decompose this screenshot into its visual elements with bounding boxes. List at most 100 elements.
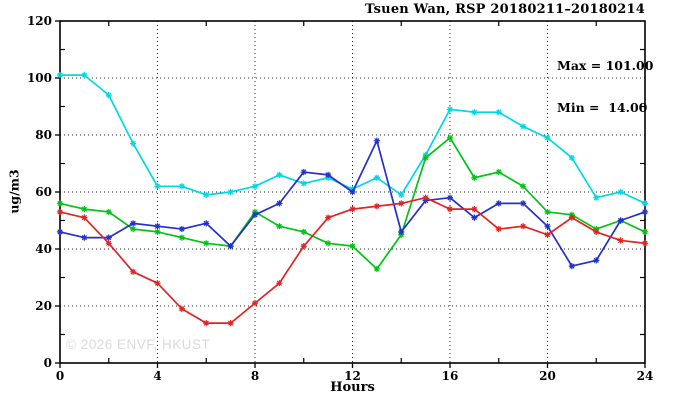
series-cyan-marker <box>276 171 283 178</box>
watermark: © 2026 ENVF, HKUST <box>66 337 211 352</box>
series-red-marker <box>130 268 137 275</box>
series-red-marker <box>154 280 161 287</box>
series-blue-marker <box>325 171 332 178</box>
series-cyan-marker <box>617 188 624 196</box>
series-green-marker <box>154 228 161 235</box>
series-blue-marker <box>154 223 161 230</box>
series-cyan-marker <box>154 183 161 190</box>
series-red-marker <box>178 305 185 312</box>
series-blue-marker <box>251 211 259 218</box>
series-blue-marker <box>568 263 575 270</box>
series-cyan-marker <box>593 194 600 201</box>
series-red-marker <box>81 214 88 221</box>
x-tick-label: 4 <box>153 369 161 383</box>
series-red-marker <box>641 240 649 247</box>
series-red-marker <box>276 280 283 287</box>
plot-frame <box>59 20 646 364</box>
y-tick-label: 100 <box>27 71 52 85</box>
series-blue-marker <box>178 225 185 233</box>
series-cyan-marker <box>495 109 502 116</box>
series-blue-marker <box>471 214 478 221</box>
series-cyan-marker <box>544 134 551 141</box>
x-tick-label: 20 <box>539 369 556 383</box>
series-cyan-marker <box>373 174 380 181</box>
x-tick-label: 8 <box>251 369 259 383</box>
series-green-marker <box>203 240 210 247</box>
series-cyan-marker <box>446 106 454 113</box>
x-axis-label: Hours <box>330 380 375 395</box>
series-blue-marker <box>398 228 405 235</box>
series-blue-marker <box>130 220 137 227</box>
series-red-marker <box>568 214 575 221</box>
series-cyan-marker <box>398 191 405 198</box>
series-red-marker <box>398 200 405 207</box>
series-green-marker <box>178 234 185 241</box>
series-green-marker <box>422 154 429 161</box>
series-cyan-marker <box>178 183 185 190</box>
min-stat: Min = 14.00 <box>557 100 648 115</box>
series-red-marker <box>373 203 380 210</box>
series-cyan-marker <box>203 191 210 198</box>
series-green-marker <box>520 183 527 190</box>
series-cyan-marker <box>105 92 112 99</box>
series-green-marker <box>544 208 551 216</box>
series-green-marker <box>81 206 88 213</box>
series-red-marker <box>251 300 259 307</box>
series-blue-marker <box>544 223 551 230</box>
series-red-marker <box>520 223 527 230</box>
series-blue-marker <box>373 137 380 144</box>
series-cyan-marker <box>251 183 259 190</box>
y-axis-label: ug/m3 <box>6 169 22 214</box>
series-blue-marker <box>495 200 502 207</box>
series-green-marker <box>105 208 112 216</box>
series-green-marker <box>130 225 137 233</box>
y-tick-label: 80 <box>35 128 52 142</box>
series-red-marker <box>203 320 210 327</box>
series-green-marker <box>56 200 64 207</box>
x-tick-label: 12 <box>344 369 361 383</box>
series-green-marker <box>349 243 356 250</box>
series-red-marker <box>349 206 356 213</box>
series-blue-marker <box>520 200 527 207</box>
y-tick-label: 40 <box>35 242 52 256</box>
y-tick-label: 20 <box>35 299 52 313</box>
series-cyan-marker <box>56 72 64 79</box>
series-red-marker <box>105 240 112 247</box>
series-blue-marker <box>300 168 307 176</box>
series-green-marker <box>300 228 307 235</box>
x-tick-label: 0 <box>56 369 64 383</box>
series-green-marker <box>495 168 502 176</box>
chart-title: Tsuen Wan, RSP 20180211–20180214 <box>364 2 645 17</box>
max-stat: Max = 101.00 <box>557 58 654 73</box>
series-red-marker <box>544 231 551 238</box>
series-cyan-marker <box>300 180 307 187</box>
series-cyan-marker <box>520 123 527 130</box>
series-green-marker <box>325 240 332 247</box>
series-green-marker <box>471 174 478 181</box>
series-green-marker <box>641 228 649 235</box>
y-tick-label: 60 <box>35 185 52 199</box>
series-blue-marker <box>617 217 624 224</box>
series-blue-marker <box>349 188 356 196</box>
series-cyan-marker <box>568 154 575 161</box>
series-blue-marker <box>446 194 454 201</box>
series-red-marker <box>471 206 478 213</box>
series-cyan-marker <box>81 72 88 79</box>
series-blue-marker <box>81 234 88 241</box>
y-tick-label: 120 <box>27 14 52 28</box>
series-blue-marker <box>593 257 600 264</box>
series-red-marker <box>495 225 502 233</box>
series-red-marker <box>617 237 624 244</box>
series-cyan-marker <box>227 188 234 196</box>
series-cyan-marker <box>641 200 649 207</box>
series-red-marker <box>56 208 64 216</box>
series-green-marker <box>276 223 283 230</box>
series-red-marker <box>593 228 600 235</box>
series-red-marker <box>446 206 454 213</box>
series-blue-marker <box>276 200 283 207</box>
series-blue-marker <box>227 243 234 250</box>
series-red-line <box>59 196 646 324</box>
series-green-marker <box>446 134 454 141</box>
series-blue-marker <box>203 220 210 227</box>
